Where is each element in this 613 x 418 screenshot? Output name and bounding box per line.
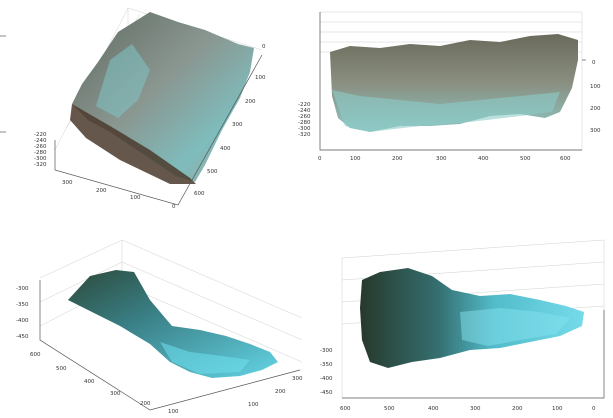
p2-xtick: 200 xyxy=(392,156,403,162)
p1-ztick: -220 xyxy=(34,132,47,138)
p2-xtick: 100 xyxy=(350,156,361,162)
p1-xtick: 0 xyxy=(172,204,176,210)
p1-ytick: 100 xyxy=(255,75,266,81)
panel-2-frame xyxy=(319,12,582,151)
p1-ytick: 500 xyxy=(207,169,218,175)
panel-3-x-ticks: 600 500 400 300 200 100 xyxy=(30,352,179,415)
panel-1-surface xyxy=(72,12,254,182)
p2-ztick: -240 xyxy=(298,108,311,114)
p3-xtick: 100 xyxy=(168,409,179,415)
p2-ztick: -280 xyxy=(298,120,311,126)
p1-ytick: 400 xyxy=(220,146,231,152)
p4-ztick: -300 xyxy=(320,348,333,354)
panel-2-right-ticks: 0 100 200 300 xyxy=(590,60,601,134)
p1-xtick: 200 xyxy=(96,188,107,194)
p4-xtick: 200 xyxy=(512,406,523,412)
p1-ytick: 0 xyxy=(262,44,266,50)
panel-4-water-region xyxy=(460,308,570,346)
p1-ztick: -300 xyxy=(34,156,47,162)
panel-1-x-ticks: 300 200 100 0 xyxy=(62,180,176,210)
p1-ytick: 600 xyxy=(194,191,205,197)
panel-3-y-ticks: 100 200 300 xyxy=(248,376,303,408)
panel-3-water-region xyxy=(160,342,250,374)
panel-3-surface xyxy=(68,270,278,378)
panel-3: -300 -350 -400 -450 600 500 400 300 200 … xyxy=(16,239,303,415)
p4-ztick: -400 xyxy=(320,376,333,382)
p2-xtick: 600 xyxy=(560,156,571,162)
p4-ztick: -450 xyxy=(320,390,333,396)
p4-xtick: 300 xyxy=(470,406,481,412)
p2-rtick: 0 xyxy=(592,60,596,66)
p2-xtick: 400 xyxy=(478,156,489,162)
p2-ztick: -320 xyxy=(298,132,311,138)
p3-xtick: 300 xyxy=(110,391,121,397)
panel-1-water-region xyxy=(96,44,150,118)
panel-1-z-ticks: -220 -240 -260 -280 -300 -320 xyxy=(34,132,47,168)
panel-2-x-ticks: 0 100 200 300 400 500 600 xyxy=(318,156,571,162)
p1-ztick: -280 xyxy=(34,150,47,156)
p4-ztick: -350 xyxy=(320,362,333,368)
panel-3-z-ticks: -300 -350 -400 -450 xyxy=(16,286,29,340)
panel-4-frame xyxy=(342,310,605,399)
p3-ztick: -350 xyxy=(16,302,29,308)
p1-xtick: 300 xyxy=(62,180,73,186)
p3-ztick: -300 xyxy=(16,286,29,292)
p1-xtick: 100 xyxy=(130,195,141,201)
panel-1-y-ticks: 0 100 200 300 400 500 600 xyxy=(194,44,266,197)
p3-ytick: 200 xyxy=(275,389,286,395)
p1-ztick: -260 xyxy=(34,144,47,150)
p3-ytick: 300 xyxy=(292,376,303,382)
p3-ztick: -400 xyxy=(16,318,29,324)
p2-rtick: 300 xyxy=(590,128,601,134)
panel-3-frame xyxy=(39,280,301,411)
p4-xtick: 0 xyxy=(592,406,596,412)
p3-xtick: 400 xyxy=(84,379,95,385)
p4-xtick: 400 xyxy=(428,406,439,412)
p2-xtick: 300 xyxy=(436,156,447,162)
p3-ytick: 100 xyxy=(248,402,259,408)
p4-xtick: 100 xyxy=(552,406,563,412)
p1-ztick: -240 xyxy=(34,138,47,144)
panel-4: -300 -350 -400 -450 600 500 400 300 200 … xyxy=(320,239,605,412)
p3-xtick: 600 xyxy=(30,352,41,358)
p3-ztick: -450 xyxy=(16,334,29,340)
p4-xtick: 500 xyxy=(384,406,395,412)
p2-ztick: -260 xyxy=(298,114,311,120)
p2-ztick: -300 xyxy=(298,126,311,132)
p2-rtick: 200 xyxy=(590,106,601,112)
p1-ytick: 300 xyxy=(232,122,243,128)
p4-xtick: 600 xyxy=(340,406,351,412)
p2-rtick: 100 xyxy=(590,84,601,90)
p2-xtick: 500 xyxy=(520,156,531,162)
panel-2-water-region xyxy=(332,90,560,132)
p2-ztick: -220 xyxy=(298,102,311,108)
panel-1-cliff xyxy=(70,104,196,184)
panel-1: 300 200 100 0 0 100 200 300 400 500 600 … xyxy=(0,7,266,210)
panel-2-z-ticks: -220 -240 -260 -280 -300 -320 xyxy=(298,102,311,138)
p3-xtick: 500 xyxy=(56,366,67,372)
panel-1-frame xyxy=(54,54,263,206)
panel-4-z-ticks: -300 -350 -400 -450 xyxy=(320,348,333,396)
p1-ztick: -320 xyxy=(34,162,47,168)
p2-xtick: 0 xyxy=(318,156,322,162)
p3-xtick: 200 xyxy=(140,401,151,407)
panel-4-x-ticks: 600 500 400 300 200 100 0 xyxy=(340,406,596,412)
panel-2: 0 100 200 300 400 500 600 0 100 200 300 … xyxy=(298,11,601,162)
p1-ytick: 200 xyxy=(245,99,256,105)
